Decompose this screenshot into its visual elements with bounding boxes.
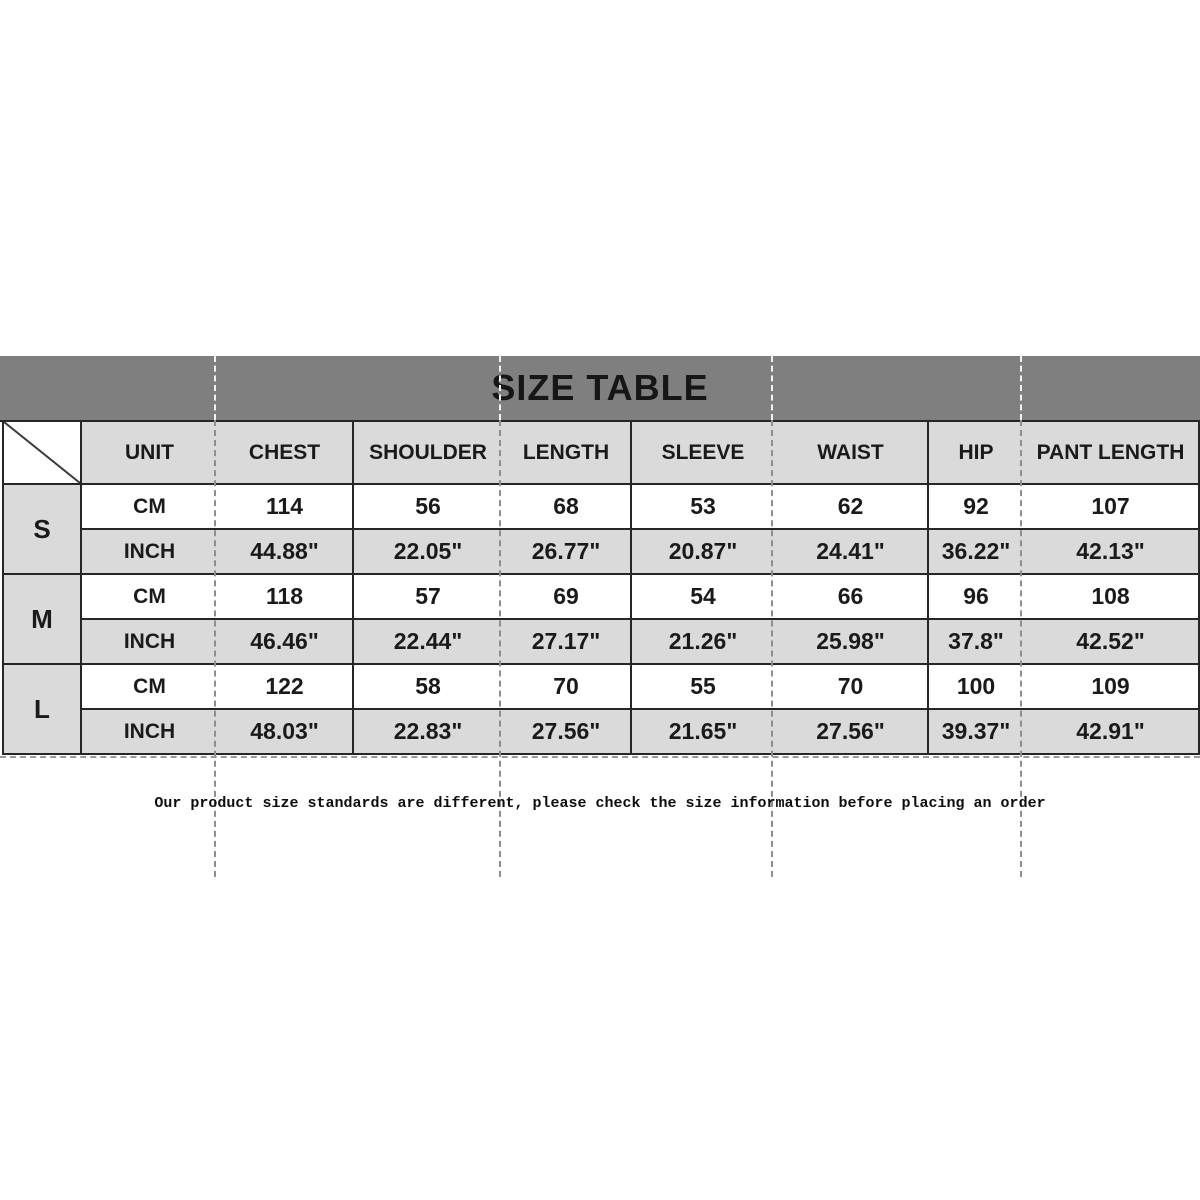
vertical-dashed-line xyxy=(771,420,773,877)
value-cell: 100 xyxy=(927,663,1024,710)
value-cell: 62 xyxy=(774,483,929,530)
value-cell: 39.37" xyxy=(927,708,1024,755)
size-disclaimer-text: Our product size standards are different… xyxy=(154,795,1046,812)
value-cell: 96 xyxy=(927,573,1024,620)
value-cell: 53 xyxy=(630,483,775,530)
value-cell: 42.91" xyxy=(1023,708,1200,755)
unit-cell: INCH xyxy=(80,618,218,665)
value-cell: 21.26" xyxy=(630,618,775,665)
value-cell: 58 xyxy=(352,663,503,710)
vertical-dashed-line xyxy=(214,420,216,877)
unit-cell: CM xyxy=(80,573,218,620)
size-label-s: S xyxy=(2,483,82,575)
value-cell: 42.52" xyxy=(1023,618,1200,665)
value-cell: 114 xyxy=(217,483,354,530)
vertical-dashed-line xyxy=(1020,420,1022,877)
value-cell: 118 xyxy=(217,573,354,620)
value-cell: 55 xyxy=(630,663,775,710)
value-cell: 25.98" xyxy=(774,618,929,665)
column-header-unit: UNIT xyxy=(80,420,218,485)
column-header-waist: WAIST xyxy=(774,420,929,485)
vertical-dashed-line xyxy=(771,356,773,420)
column-header-length: LENGTH xyxy=(502,420,632,485)
value-cell: 22.05" xyxy=(352,528,503,575)
value-cell: 69 xyxy=(502,573,632,620)
vertical-dashed-line xyxy=(214,356,216,420)
diagonal-divider-icon xyxy=(4,422,80,483)
size-table: UNIT CHEST SHOULDER LENGTH SLEEVE WAIST … xyxy=(2,420,1200,755)
value-cell: 54 xyxy=(630,573,775,620)
horizontal-dashed-line xyxy=(0,756,1200,758)
value-cell: 70 xyxy=(502,663,632,710)
value-cell: 109 xyxy=(1023,663,1200,710)
size-label-m: M xyxy=(2,573,82,665)
value-cell: 122 xyxy=(217,663,354,710)
table-row-m-cm: M CM 118 57 69 54 66 96 108 xyxy=(2,573,1200,665)
value-cell: 36.22" xyxy=(927,528,1024,575)
value-cell: 107 xyxy=(1023,483,1200,530)
value-cell: 20.87" xyxy=(630,528,775,575)
unit-cell: INCH xyxy=(80,528,218,575)
column-header-hip: HIP xyxy=(927,420,1024,485)
value-cell: 57 xyxy=(352,573,503,620)
value-cell: 24.41" xyxy=(774,528,929,575)
table-row-l-inch: INCH 48.03" 22.83" 27.56" 21.65" 27.56" … xyxy=(3,708,1200,755)
unit-cell: CM xyxy=(80,663,218,710)
value-cell: 48.03" xyxy=(217,708,354,755)
table-row-s-inch: INCH 44.88" 22.05" 26.77" 20.87" 24.41" … xyxy=(3,528,1200,575)
value-cell: 44.88" xyxy=(217,528,354,575)
value-cell: 26.77" xyxy=(502,528,632,575)
column-header-chest: CHEST xyxy=(217,420,354,485)
value-cell: 70 xyxy=(774,663,929,710)
vertical-dashed-line xyxy=(499,356,501,420)
value-cell: 46.46" xyxy=(217,618,354,665)
column-header-pant-length: PANT LENGTH xyxy=(1023,420,1200,485)
unit-cell: CM xyxy=(80,483,218,530)
value-cell: 68 xyxy=(502,483,632,530)
unit-cell: INCH xyxy=(80,708,218,755)
table-row-m-inch: INCH 46.46" 22.44" 27.17" 21.26" 25.98" … xyxy=(3,618,1200,665)
value-cell: 37.8" xyxy=(927,618,1024,665)
column-header-shoulder: SHOULDER xyxy=(352,420,503,485)
title-band: SIZE TABLE xyxy=(0,356,1200,422)
size-label-l: L xyxy=(2,663,82,755)
value-cell: 92 xyxy=(927,483,1024,530)
value-cell: 108 xyxy=(1023,573,1200,620)
value-cell: 21.65" xyxy=(630,708,775,755)
vertical-dashed-line xyxy=(1020,356,1022,420)
value-cell: 22.83" xyxy=(352,708,503,755)
column-header-sleeve: SLEEVE xyxy=(630,420,775,485)
value-cell: 27.17" xyxy=(502,618,632,665)
page-title: SIZE TABLE xyxy=(491,367,709,408)
table-row-s-cm: S CM 114 56 68 53 62 92 107 xyxy=(2,483,1200,575)
value-cell: 66 xyxy=(774,573,929,620)
value-cell: 27.56" xyxy=(774,708,929,755)
vertical-dashed-line xyxy=(499,420,501,877)
corner-cell xyxy=(2,420,82,485)
table-row-l-cm: L CM 122 58 70 55 70 100 109 xyxy=(2,663,1200,755)
value-cell: 56 xyxy=(352,483,503,530)
value-cell: 27.56" xyxy=(502,708,632,755)
value-cell: 42.13" xyxy=(1023,528,1200,575)
header-row: UNIT CHEST SHOULDER LENGTH SLEEVE WAIST … xyxy=(2,420,1200,485)
value-cell: 22.44" xyxy=(352,618,503,665)
